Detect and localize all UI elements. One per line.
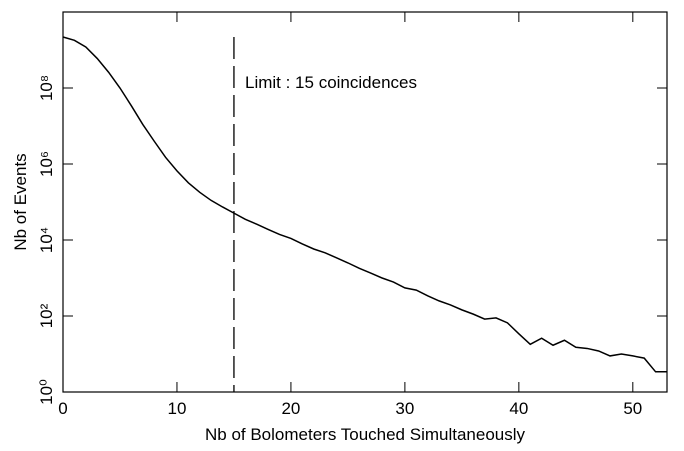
annotation: Limit : 15 coincidences — [245, 73, 417, 92]
line — [62, 36, 667, 373]
x-tick-label: 0 — [58, 399, 67, 418]
y-tick-label: 10² — [37, 303, 56, 328]
x-tick-label: 20 — [281, 399, 300, 418]
x-tick-label: 30 — [395, 399, 414, 418]
x-axis-label: Nb of Bolometers Touched Simultaneously — [205, 425, 526, 444]
x-tick-label: 50 — [623, 399, 642, 418]
y-tick-label: 10⁰ — [37, 379, 56, 405]
plot-frame — [62, 11, 668, 393]
y-tick-label: 10⁸ — [37, 75, 56, 101]
y-tick-label: 10⁶ — [37, 151, 56, 177]
x-tick-label: 40 — [509, 399, 528, 418]
x-tick-label: 10 — [168, 399, 187, 418]
y-axis-label: Nb of Events — [11, 153, 30, 250]
y-tick-label: 10⁴ — [37, 227, 56, 253]
